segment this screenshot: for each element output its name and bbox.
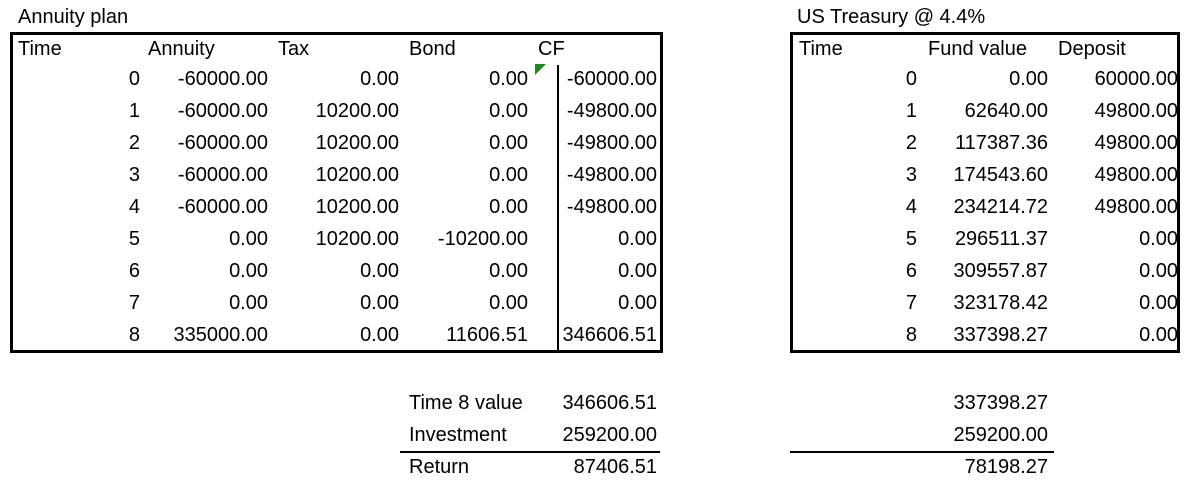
annuity-cell-time: 2 <box>128 132 140 154</box>
annuity-cell-tax: 0.00 <box>360 260 399 282</box>
annuity-cell-bond: -10200.00 <box>437 228 528 250</box>
summary-annuity-value: 87406.51 <box>573 456 657 478</box>
cf-column-divider <box>557 65 559 353</box>
treasury-table <box>790 32 1180 353</box>
comment-indicator-icon <box>535 64 546 75</box>
summary-label: Time 8 value <box>409 392 523 414</box>
annuity-header-tax: Tax <box>278 38 310 60</box>
summary-annuity-value: 259200.00 <box>562 424 657 446</box>
annuity-cell-bond: 0.00 <box>489 100 528 122</box>
annuity-cell-annuity: -60000.00 <box>177 164 268 186</box>
annuity-cell-bond: 0.00 <box>489 292 528 314</box>
annuity-cell-time: 1 <box>128 100 140 122</box>
annuity-cell-annuity: -60000.00 <box>177 100 268 122</box>
treasury-cell-deposit: 0.00 <box>1139 324 1178 346</box>
annuity-cell-annuity: 335000.00 <box>173 324 268 346</box>
annuity-header-annuity: Annuity <box>148 38 215 60</box>
treasury-cell-deposit: 0.00 <box>1139 260 1178 282</box>
annuity-cell-tax: 0.00 <box>360 324 399 346</box>
annuity-cell-time: 6 <box>128 260 140 282</box>
annuity-cell-cf: -49800.00 <box>566 100 657 122</box>
treasury-cell-time: 2 <box>905 132 917 154</box>
annuity-cell-cf: 0.00 <box>618 260 657 282</box>
annuity-cell-annuity: 0.00 <box>229 228 268 250</box>
annuity-cell-time: 0 <box>128 68 140 90</box>
annuity-cell-tax: 10200.00 <box>315 228 399 250</box>
annuity-cell-bond: 0.00 <box>489 132 528 154</box>
annuity-cell-time: 5 <box>128 228 140 250</box>
annuity-cell-cf: 0.00 <box>618 292 657 314</box>
treasury-cell-deposit: 49800.00 <box>1094 164 1178 186</box>
treasury-cell-fund: 234214.72 <box>953 196 1048 218</box>
annuity-header-bond: Bond <box>409 38 456 60</box>
treasury-cell-time: 3 <box>905 164 917 186</box>
summary-annuity-value: 346606.51 <box>562 392 657 414</box>
treasury-cell-fund: 323178.42 <box>953 292 1048 314</box>
annuity-header-cf: CF <box>538 38 565 60</box>
treasury-header-fund-value: Fund value <box>928 38 1027 60</box>
treasury-title: US Treasury @ 4.4% <box>797 6 986 28</box>
treasury-cell-time: 7 <box>905 292 917 314</box>
annuity-cell-time: 7 <box>128 292 140 314</box>
annuity-cell-tax: 10200.00 <box>315 196 399 218</box>
summary-divider-left <box>400 451 660 453</box>
summary-treasury-value: 78198.27 <box>964 456 1048 478</box>
treasury-cell-time: 4 <box>905 196 917 218</box>
annuity-cell-bond: 0.00 <box>489 164 528 186</box>
annuity-cell-tax: 10200.00 <box>315 100 399 122</box>
annuity-cell-time: 3 <box>128 164 140 186</box>
summary-divider-right <box>790 451 1054 453</box>
treasury-cell-fund: 309557.87 <box>953 260 1048 282</box>
annuity-cell-cf: -49800.00 <box>566 196 657 218</box>
treasury-cell-deposit: 49800.00 <box>1094 132 1178 154</box>
treasury-cell-deposit: 49800.00 <box>1094 196 1178 218</box>
treasury-cell-deposit: 49800.00 <box>1094 100 1178 122</box>
annuity-cell-cf: 0.00 <box>618 228 657 250</box>
annuity-cell-cf: 346606.51 <box>562 324 657 346</box>
treasury-cell-fund: 296511.37 <box>954 228 1048 250</box>
treasury-header-deposit: Deposit <box>1058 38 1126 60</box>
annuity-cell-tax: 0.00 <box>360 292 399 314</box>
treasury-cell-time: 5 <box>905 228 917 250</box>
treasury-cell-fund: 62640.00 <box>964 100 1048 122</box>
annuity-cell-bond: 0.00 <box>489 260 528 282</box>
annuity-cell-tax: 0.00 <box>360 68 399 90</box>
annuity-cell-bond: 0.00 <box>489 196 528 218</box>
annuity-header-time: Time <box>18 38 62 60</box>
summary-treasury-value: 259200.00 <box>953 424 1048 446</box>
summary-label: Return <box>409 456 470 478</box>
annuity-cell-time: 8 <box>128 324 140 346</box>
annuity-cell-annuity: 0.00 <box>229 260 268 282</box>
treasury-cell-fund: 117387.36 <box>954 132 1048 154</box>
annuity-cell-tax: 10200.00 <box>315 132 399 154</box>
treasury-cell-time: 6 <box>905 260 917 282</box>
treasury-cell-time: 8 <box>905 324 917 346</box>
annuity-cell-cf: -49800.00 <box>566 132 657 154</box>
annuity-cell-annuity: -60000.00 <box>177 196 268 218</box>
treasury-cell-time: 1 <box>905 100 917 122</box>
annuity-plan-title: Annuity plan <box>18 6 129 28</box>
treasury-cell-deposit: 0.00 <box>1139 292 1178 314</box>
annuity-cell-bond: 11606.51 <box>446 324 528 346</box>
treasury-cell-deposit: 0.00 <box>1139 228 1178 250</box>
treasury-cell-time: 0 <box>905 68 917 90</box>
treasury-cell-fund: 174543.60 <box>953 164 1048 186</box>
annuity-cell-annuity: -60000.00 <box>177 132 268 154</box>
annuity-cell-annuity: 0.00 <box>229 292 268 314</box>
summary-treasury-value: 337398.27 <box>953 392 1048 414</box>
treasury-cell-fund: 337398.27 <box>953 324 1048 346</box>
annuity-cell-tax: 10200.00 <box>315 164 399 186</box>
annuity-cell-time: 4 <box>128 196 140 218</box>
treasury-cell-deposit: 60000.00 <box>1094 68 1178 90</box>
annuity-table <box>10 32 663 353</box>
annuity-cell-annuity: -60000.00 <box>177 68 268 90</box>
treasury-cell-fund: 0.00 <box>1009 68 1048 90</box>
annuity-cell-cf: -60000.00 <box>566 68 657 90</box>
treasury-header-time: Time <box>799 38 843 60</box>
annuity-cell-cf: -49800.00 <box>566 164 657 186</box>
annuity-cell-bond: 0.00 <box>489 68 528 90</box>
summary-label: Investment <box>409 424 507 446</box>
